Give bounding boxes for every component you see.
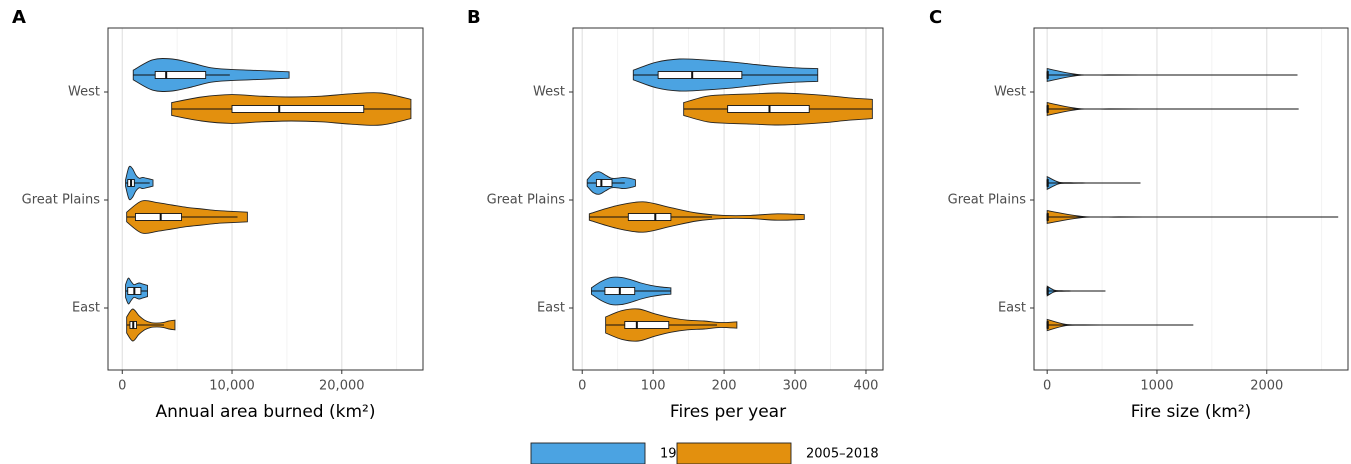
box [624,321,670,329]
x-tick-label: 300 [783,379,808,394]
y-tick-label: Great Plains [487,193,566,208]
x-tick-label: 20,000 [319,379,365,394]
x-tick-label: 0 [118,379,126,394]
y-tick-label: West [68,85,100,100]
panel-1: B 0 100 200 300 400 West Great Plains East Fires … [467,7,884,422]
box [595,179,613,187]
plot-frame [1033,27,1349,371]
x-axis-title: Fires per year [670,402,786,422]
y-tick-label: West [533,85,565,100]
y-tick-label: Great Plains [948,193,1027,208]
plot-frame [572,27,884,371]
x-axis-title: Fire size (km²) [1131,402,1252,422]
y-tick-label: East [537,301,565,316]
y-tick-label: Great Plains [22,193,101,208]
legend-key [676,442,792,464]
legend-label: 2005–2018 [806,447,879,462]
y-tick-label: West [994,85,1026,100]
box [657,71,743,79]
panel-label: C [929,7,942,28]
legend-key [530,442,646,464]
panel-label: B [467,7,481,28]
x-tick-label: 0 [1043,379,1051,394]
plot-frame [107,27,424,371]
panel-0: A 0 10,000 20,000 West Great Plains East Annual… [12,7,424,422]
box [231,105,365,113]
x-tick-label: 200 [712,379,737,394]
box [134,213,182,221]
y-tick-label: East [998,301,1026,316]
x-tick-label: 10,000 [209,379,255,394]
panel-2: C 0 1000 2000 West Great Plains East Fire size … [929,7,1349,422]
x-tick-label: 2000 [1250,379,1283,394]
x-tick-label: 1000 [1140,379,1173,394]
plot-background [1034,28,1348,370]
box [154,71,207,79]
y-tick-label: East [72,301,100,316]
x-tick-label: 0 [578,379,586,394]
panel-label: A [12,7,26,28]
box [727,105,810,113]
box [627,213,672,221]
x-tick-label: 400 [854,379,879,394]
x-tick-label: 100 [641,379,666,394]
x-axis-title: Annual area burned (km²) [156,402,376,422]
